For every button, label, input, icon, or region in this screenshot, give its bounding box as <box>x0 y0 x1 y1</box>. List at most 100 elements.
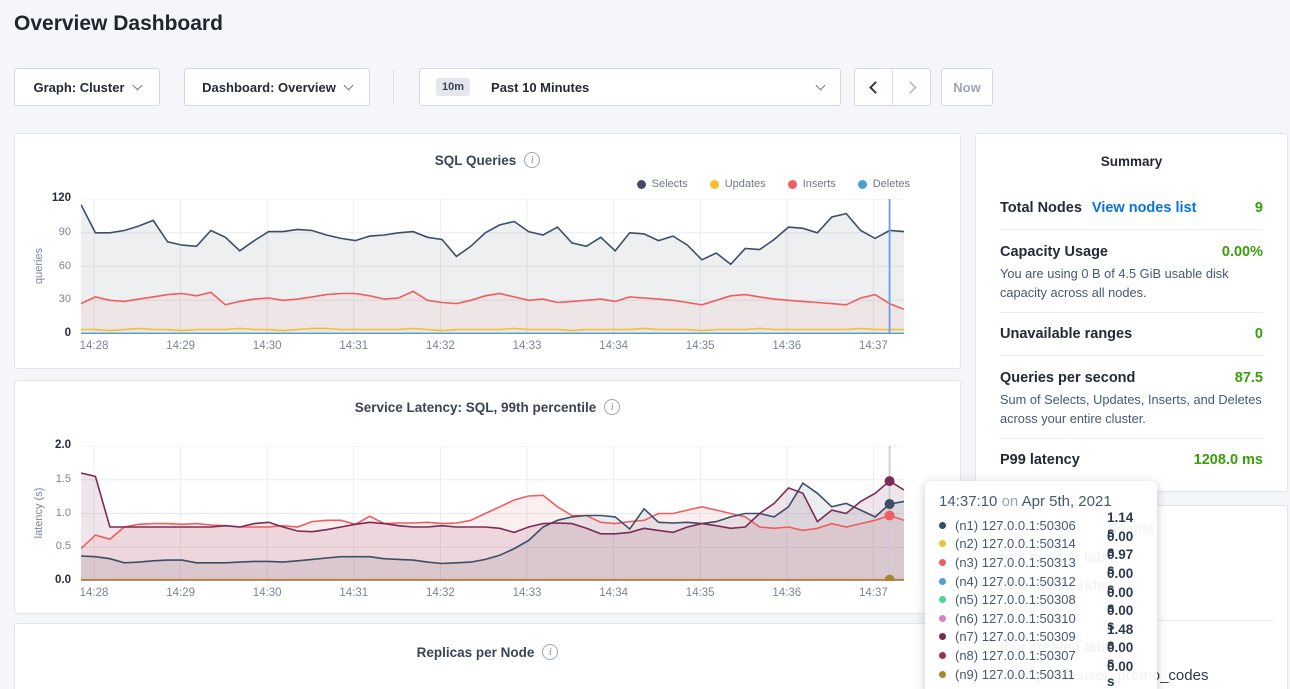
time-range-badge: 10m <box>436 78 471 96</box>
chart-title-row: Replicas per Node i <box>15 644 960 660</box>
button-divider <box>892 69 893 105</box>
legend-item-deletes[interactable]: Deletes <box>857 178 910 190</box>
x-axis-tick-label: 14:32 <box>426 340 455 352</box>
sql-queries-chart-panel: SQL Queries i Selects Updates Inserts Delet… <box>14 133 961 369</box>
tooltip-node-value: 0.00 s <box>1107 659 1134 689</box>
replicas-per-node-chart-title: Replicas per Node <box>416 644 535 660</box>
tooltip-node-row: (n9) 127.0.0.1:50311 0.00 s <box>925 659 1157 689</box>
total-nodes-row: Total Nodes View nodes list 9 <box>1000 200 1263 216</box>
legend-item-inserts[interactable]: Inserts <box>787 178 836 190</box>
tooltip-node-label: (n9) 127.0.0.1:50311 <box>955 666 1075 682</box>
prev-time-button[interactable] <box>855 80 892 94</box>
tooltip-node-value: 0.00 s <box>1107 640 1134 671</box>
x-axis-tick-label: 14:33 <box>512 340 542 352</box>
tooltip-node-row: (n4) 127.0.0.1:50312 0.00 s <box>925 566 1157 596</box>
chevron-down-icon <box>343 80 354 90</box>
page-title: Overview Dashboard <box>14 12 223 35</box>
tooltip-node-value: 0.00 s <box>1107 584 1134 615</box>
tooltip-node-row: (n6) 127.0.0.1:50310 0.00 s <box>925 603 1157 633</box>
legend-label: Updates <box>724 178 766 190</box>
queries-per-second-value: 87.5 <box>1234 370 1263 386</box>
view-nodes-list-link[interactable]: View nodes list <box>1091 200 1197 216</box>
p99-latency-row: P99 latency 1208.0 ms <box>1000 452 1263 468</box>
tooltip-node-row: (n5) 127.0.0.1:50308 0.00 s <box>925 585 1157 615</box>
x-axis-tick-label: 14:28 <box>79 340 109 352</box>
queries-per-second-description: Sum of Selects, Updates, Inserts, and De… <box>1000 392 1262 426</box>
legend-label: Deletes <box>872 178 910 190</box>
tooltip-timestamp: 14:37:10 on Apr 5th, 2021 <box>925 491 1157 516</box>
tooltip-node-row: (n2) 127.0.0.1:50314 0.00 s <box>925 529 1157 559</box>
separator <box>1000 229 1263 230</box>
legend-label: Selects <box>651 178 688 190</box>
tooltip-node-value: 0.00 s <box>1107 566 1134 597</box>
y-axis-tick-label: 60 <box>58 259 71 272</box>
y-axis-tick-label: 0 <box>64 327 71 339</box>
next-time-button[interactable] <box>893 80 930 94</box>
total-nodes-label: Total Nodes <box>1000 200 1082 216</box>
legend-item-selects[interactable]: Selects <box>636 178 688 190</box>
x-axis-tick-label: 14:35 <box>685 587 715 599</box>
tooltip-rows: (n1) 127.0.0.1:50306 1.14 s (n2) 127.0.0.1… <box>925 510 1157 689</box>
y-axis-tick-label: 120 <box>51 192 71 204</box>
unavailable-ranges-value: 0 <box>1254 326 1263 342</box>
series-color-dot-icon <box>939 596 946 604</box>
tooltip-node-value: 1.48 s <box>1107 621 1134 652</box>
now-button[interactable]: Now <box>941 68 993 106</box>
service-latency-plot-area[interactable] <box>80 445 905 585</box>
x-axis-tick-label: 14:29 <box>166 340 195 352</box>
chart-legend: Selects Updates Inserts Deletes <box>636 178 910 190</box>
chart-title-row: SQL Queries i <box>15 152 960 168</box>
tooltip-time: 14:37:10 <box>939 493 998 510</box>
legend-dot-icon <box>787 179 797 189</box>
series-color-dot-icon <box>939 633 946 641</box>
y-axis-tick-label: 1.5 <box>55 472 71 485</box>
series-color-dot-icon <box>939 540 946 548</box>
x-axis-tick-label: 14:36 <box>772 340 802 352</box>
x-axis-tick-label: 14:31 <box>339 340 369 352</box>
y-axis-tick-label: 30 <box>58 293 71 306</box>
x-axis-tick-label: 14:30 <box>252 340 282 352</box>
tooltip-node-label: (n3) 127.0.0.1:50313 <box>955 554 1076 570</box>
legend-label: Inserts <box>802 178 836 190</box>
x-axis-tick-label: 14:29 <box>166 587 195 599</box>
time-range-label: Past 10 Minutes <box>491 79 590 95</box>
y-axis-tick-label: 0.0 <box>55 574 71 586</box>
chevron-down-icon <box>132 80 142 90</box>
legend-dot-icon <box>709 179 719 189</box>
x-axis-tick-label: 14:37 <box>859 587 888 599</box>
time-range-dropdown[interactable]: 10m Past 10 Minutes <box>419 68 841 106</box>
tooltip-on-word: on <box>1001 493 1019 510</box>
x-axis-tick-label: 14:37 <box>859 340 888 352</box>
x-axis-tick-label: 14:34 <box>599 587 628 599</box>
service-latency-chart-title: Service Latency: SQL, 99th percentile <box>354 399 597 415</box>
capacity-usage-value: 0.00% <box>1221 244 1263 260</box>
x-axis-tick-label: 14:31 <box>339 587 369 599</box>
y-axis-tick-label: 90 <box>58 225 71 238</box>
tooltip-node-row: (n3) 127.0.0.1:50313 0.97 s <box>925 547 1157 577</box>
dashboard-dropdown[interactable]: Dashboard: Overview <box>184 68 370 106</box>
service-latency-chart-panel: Service Latency: SQL, 99th percentile i … <box>14 380 961 614</box>
y-axis-tick-label: 2.0 <box>55 439 71 451</box>
y-axis-tick-label: 1.0 <box>55 506 71 519</box>
tooltip-date: Apr 5th, 2021 <box>1021 493 1112 510</box>
separator <box>1000 312 1263 313</box>
chevron-right-icon <box>903 80 917 94</box>
legend-item-updates[interactable]: Updates <box>709 178 766 190</box>
x-axis-tick-label: 14:35 <box>685 340 715 352</box>
series-color-dot-icon <box>939 558 946 566</box>
series-color-dot-icon <box>939 614 946 622</box>
tooltip-node-label: (n5) 127.0.0.1:50308 <box>955 592 1076 608</box>
series-color-dot-icon <box>939 651 946 659</box>
x-axis-tick-label: 14:32 <box>426 587 455 599</box>
info-icon[interactable]: i <box>524 152 541 168</box>
graph-dropdown[interactable]: Graph: Cluster <box>14 68 160 106</box>
info-icon[interactable]: i <box>542 644 559 660</box>
tooltip-node-value: 0.00 s <box>1107 603 1134 634</box>
series-color-dot-icon <box>939 670 946 678</box>
capacity-usage-row: Capacity Usage 0.00% <box>1000 244 1263 260</box>
graph-dropdown-label: Graph: Cluster <box>33 79 125 95</box>
info-icon[interactable]: i <box>604 399 621 415</box>
unavailable-ranges-row: Unavailable ranges 0 <box>1000 326 1263 342</box>
sql-queries-plot-area[interactable] <box>80 198 905 335</box>
